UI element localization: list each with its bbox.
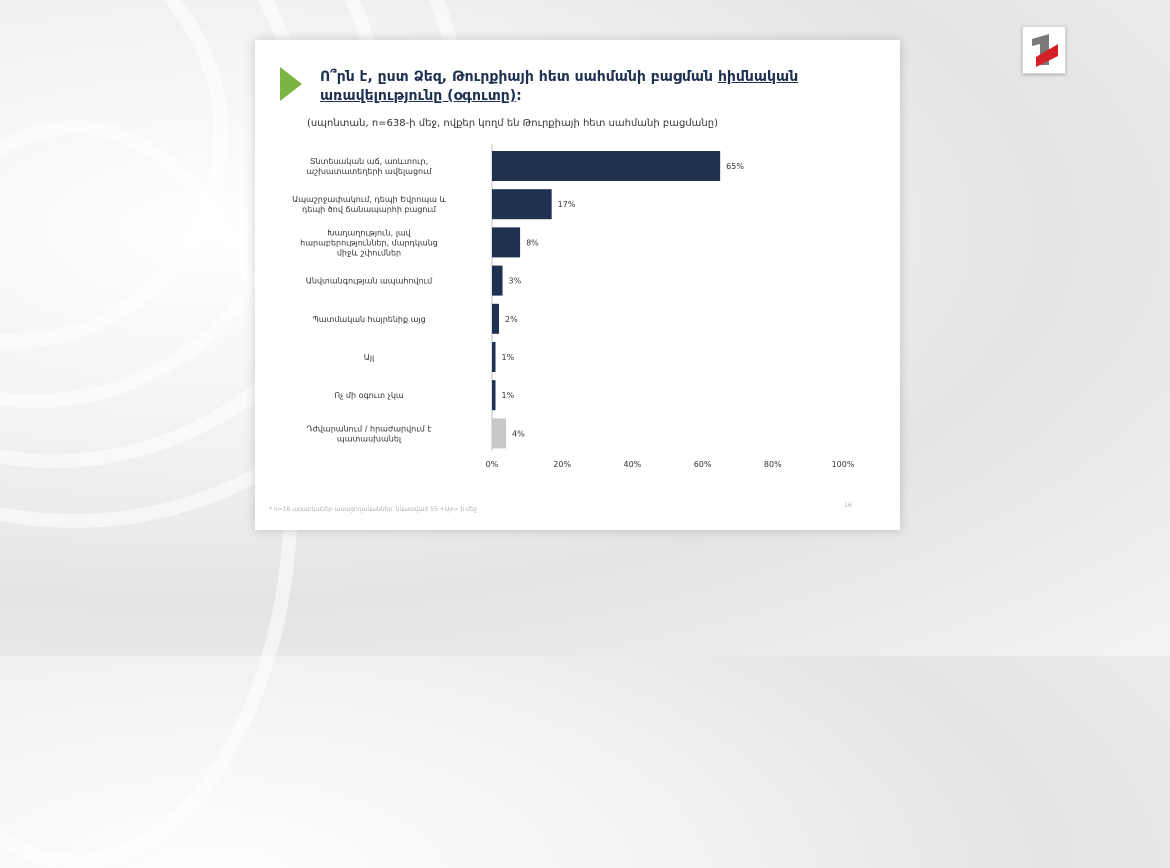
category-label: Այլ bbox=[364, 353, 375, 362]
page-number: 16 bbox=[844, 502, 852, 509]
bar-chart: 65% Տնտեսական աճ, առևտուր,աշխատատեղերի ավ… bbox=[292, 144, 855, 469]
bar bbox=[492, 380, 496, 411]
category-label: հարաբերություններ, մարդկանց bbox=[300, 238, 438, 247]
category-label: Ապաշրջափակում, դեպի Եվրոպա և bbox=[292, 195, 446, 204]
bar bbox=[492, 342, 496, 372]
bar-value-label: 65% bbox=[726, 162, 744, 171]
x-tick-label: 20% bbox=[553, 460, 571, 469]
bar-value-label: 4% bbox=[512, 429, 525, 438]
category-label: Դժվարանում / հրաժարվում է bbox=[307, 424, 432, 433]
category-label: Խաղաղություն, լավ bbox=[327, 228, 411, 237]
channel-logo bbox=[1022, 26, 1066, 74]
slide-title: Ո՞րն է, ըստ Ձեզ, Թուրքիայի հետ սահմանի բ… bbox=[320, 68, 880, 106]
bar bbox=[492, 227, 521, 258]
bar bbox=[492, 303, 500, 334]
bar-value-label: 1% bbox=[502, 391, 515, 400]
footnote: * n=16 առարկաներ ասացողականներ՝ նկատված … bbox=[269, 506, 477, 513]
category-label: Տնտեսական աճ, առևտուր, bbox=[310, 157, 428, 166]
bar bbox=[492, 418, 507, 449]
category-label: Անվտանգության ապահովում bbox=[306, 277, 433, 286]
category-label: դեպի ծով ճանապարհի բացում bbox=[302, 205, 437, 214]
category-label: միջև շփումներ bbox=[337, 248, 401, 257]
category-label: Ոչ մի օգուտ չկա bbox=[334, 391, 404, 400]
play-arrow-icon bbox=[280, 67, 302, 101]
title-text: Ո՞րն է, ըստ Ձեզ, Թուրքիայի հետ սահմանի բ… bbox=[320, 69, 718, 85]
x-tick-label: 60% bbox=[694, 460, 712, 469]
category-label: Պատմական հայրենիք այց bbox=[312, 315, 425, 324]
bar bbox=[492, 151, 721, 181]
channel-logo-icon bbox=[1032, 34, 1058, 67]
bar-value-label: 2% bbox=[505, 315, 518, 324]
bar-value-label: 1% bbox=[502, 353, 515, 362]
bar-value-label: 3% bbox=[509, 277, 522, 286]
bar-value-label: 17% bbox=[558, 200, 576, 209]
category-label: աշխատատեղերի ավելացում bbox=[306, 167, 432, 176]
x-tick-label: 40% bbox=[624, 460, 642, 469]
bar bbox=[492, 189, 552, 220]
bar bbox=[492, 265, 503, 296]
presentation-slide: Ո՞րն է, ըստ Ձեզ, Թուրքիայի հետ սահմանի բ… bbox=[255, 40, 900, 530]
title-end: : bbox=[516, 88, 522, 104]
title-underlined-text: հիմնական առավելությունը (օգուտը) bbox=[320, 69, 799, 104]
bar-value-label: 8% bbox=[526, 238, 539, 247]
category-label: պատասխանել bbox=[337, 434, 402, 443]
x-tick-label: 80% bbox=[764, 460, 782, 469]
x-tick-label: 100% bbox=[832, 460, 855, 469]
x-tick-label: 0% bbox=[486, 460, 499, 469]
slide-subtitle: (սպոնտան, n=638-ի մեջ, ովքեր կողմ են Թու… bbox=[307, 118, 718, 129]
